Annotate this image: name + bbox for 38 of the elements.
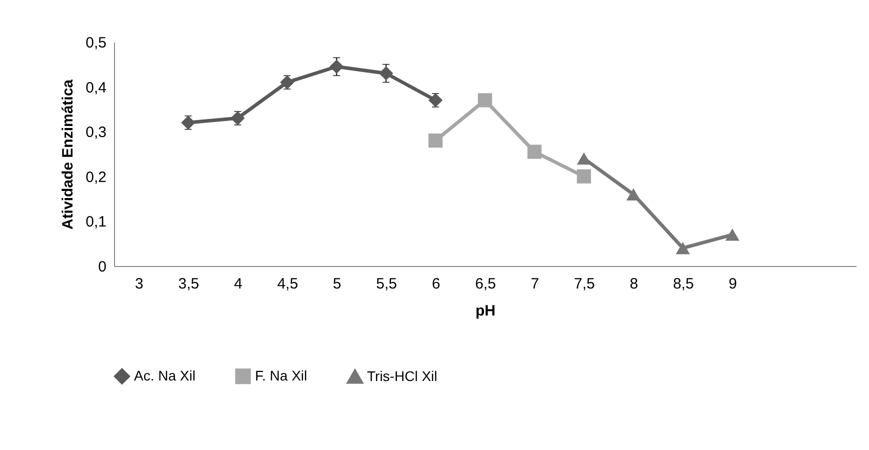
x-tick-label: 4,5 — [277, 276, 298, 292]
y-tick-label: 0,5 — [86, 34, 106, 52]
y-axis-title: Atividade Enzimática — [60, 78, 77, 230]
x-tick-label: 6,5 — [475, 276, 496, 292]
point — [576, 169, 592, 184]
point — [527, 144, 542, 159]
x-tick-label: 6 — [432, 276, 440, 292]
x-tick-label: 3,5 — [178, 276, 200, 292]
x-tick-label: 4 — [234, 276, 242, 292]
point — [280, 75, 294, 90]
point — [330, 60, 344, 74]
point — [378, 66, 394, 80]
point — [725, 228, 740, 241]
point — [428, 133, 443, 148]
x-tick-label: 7 — [530, 276, 540, 292]
x-tick-label: 8 — [630, 276, 638, 292]
point — [478, 93, 492, 108]
y-tick-label: 0 — [98, 258, 106, 276]
y-tick-label: 0,4 — [86, 79, 106, 96]
point — [181, 116, 196, 130]
y-tick-label: 0,1 — [86, 214, 106, 231]
legend-label: Ac. Na Xil — [134, 367, 196, 384]
x-tick-label: 8,5 — [672, 276, 694, 292]
y-tick-label: 0,2 — [86, 168, 106, 186]
x-tick-label: 5 — [332, 276, 342, 292]
y-tick-label: 0,3 — [86, 124, 106, 142]
legend-label: Tris-HCl Xil — [367, 368, 438, 384]
x-axis-title: pH — [476, 302, 496, 320]
x-tick-label: 7,5 — [574, 276, 595, 292]
point — [576, 152, 592, 165]
x-tick-label: 5,5 — [376, 276, 397, 292]
legend-label: F. Na Xil — [255, 367, 308, 384]
point — [230, 111, 245, 126]
point — [428, 93, 443, 108]
x-tick-label: 9 — [728, 276, 738, 292]
point — [626, 188, 640, 200]
x-tick-label: 3 — [135, 276, 144, 292]
point — [676, 242, 690, 254]
